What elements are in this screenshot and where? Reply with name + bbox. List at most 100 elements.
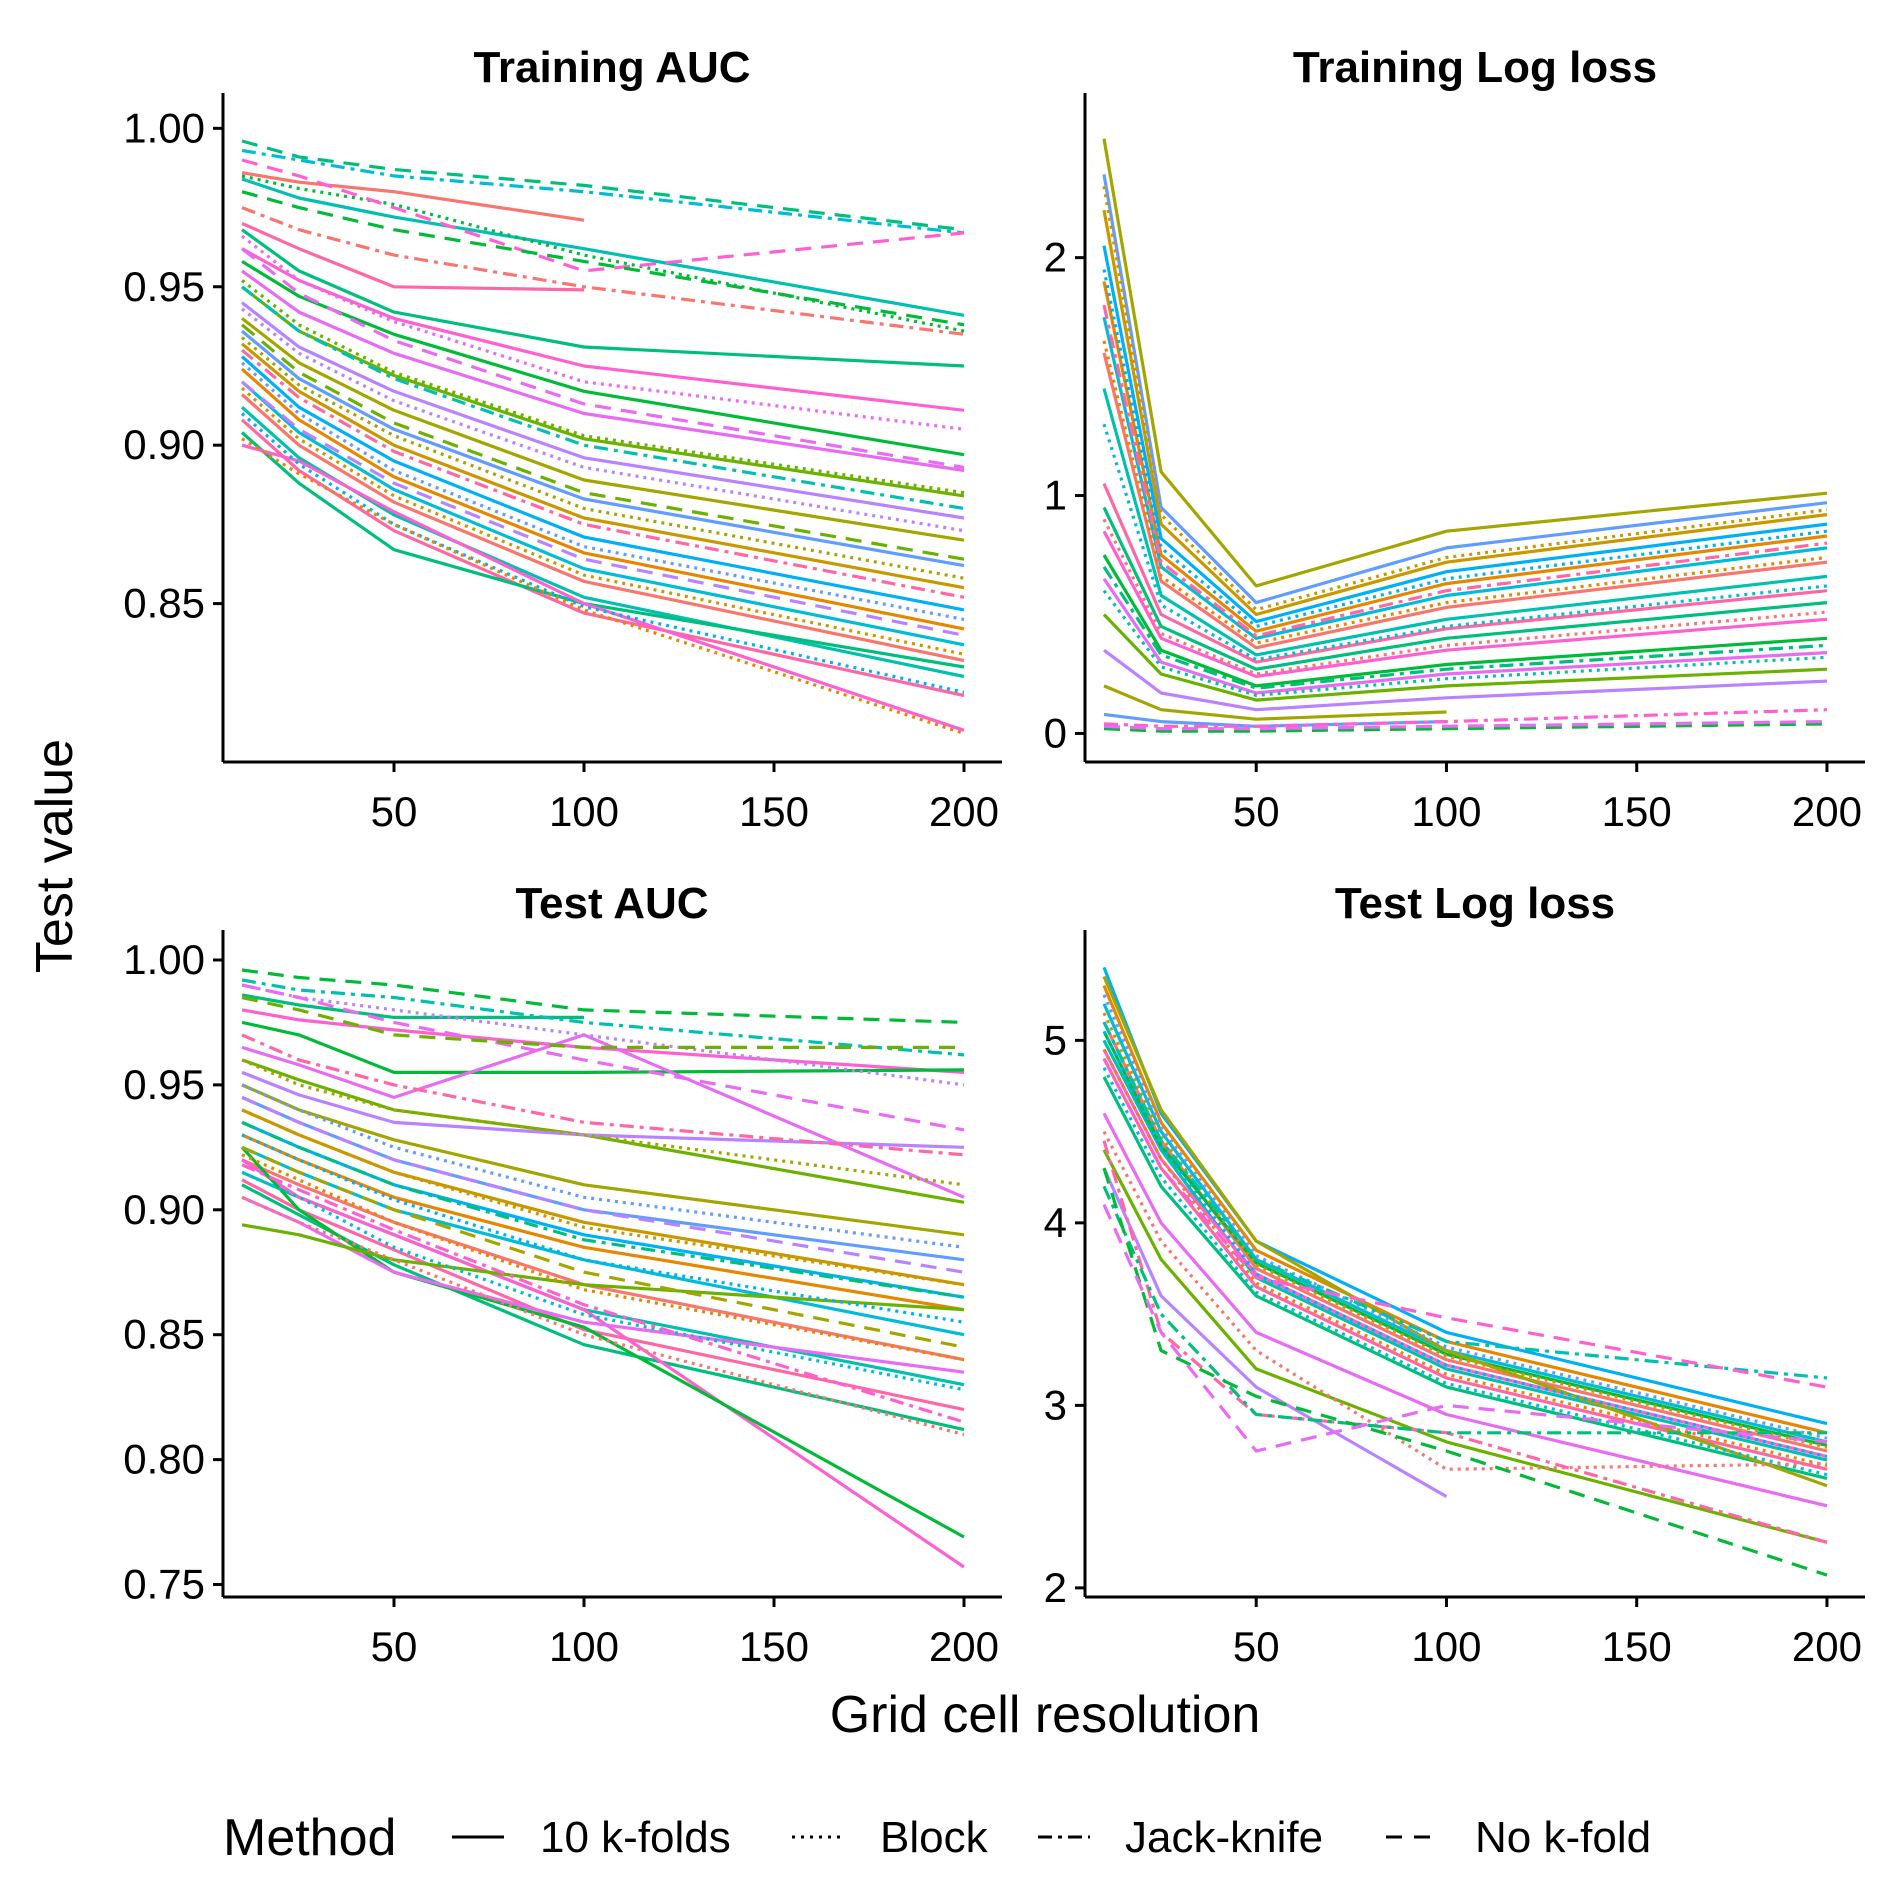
series-line-10-k-folds: [1102, 506, 1828, 671]
series-line-jack-knife: [1103, 708, 1828, 728]
series-line-10-k-folds: [241, 1033, 965, 1199]
series-line-block: [241, 1195, 965, 1437]
y-tick-label: 0.90: [123, 421, 205, 468]
legend-label-jack-knife: Jack-knife: [1125, 1813, 1323, 1862]
panel-test-auc: Test AUC 50 100 150 200 0.75 0.80 0.85 0.90 0.95 1…: [123, 879, 1002, 1670]
legend-title: Method: [223, 1809, 396, 1867]
series-line-10-k-folds: [240, 355, 965, 612]
x-tick-label: 150: [1602, 788, 1672, 835]
series-line-10-k-folds: [240, 431, 965, 669]
series-line-10-k-folds: [241, 317, 965, 542]
series-line-10-k-folds: [241, 228, 965, 368]
series-line-no-k-fold: [241, 158, 965, 273]
y-tick-label: 0.80: [123, 1436, 205, 1483]
series-line-10-k-folds: [241, 1070, 965, 1149]
y-tick-label: 1.00: [123, 936, 205, 983]
series-line-10-k-folds: [1102, 554, 1828, 688]
series-line-10-k-folds: [241, 285, 965, 498]
series-line-block: [241, 307, 965, 533]
series-line-no-k-fold: [1103, 720, 1828, 731]
series-line-block: [1102, 1130, 1828, 1471]
series-line-10-k-folds: [241, 1008, 965, 1074]
series-line-block: [240, 336, 965, 580]
series-line-no-k-fold: [241, 983, 965, 1132]
series-line-10-k-folds: [241, 269, 965, 473]
x-tick-label: 150: [739, 1623, 809, 1670]
series-line-10-k-folds: [241, 1133, 965, 1312]
y-tick-label: 5: [1044, 1016, 1067, 1063]
series-line-10-k-folds: [241, 1223, 965, 1312]
series-line-no-k-fold: [241, 139, 965, 232]
series-line-block: [1102, 340, 1828, 645]
series-line-10-k-folds: [241, 221, 585, 292]
series-line-block: [1102, 589, 1828, 697]
series-line-no-k-fold: [1102, 1203, 1828, 1453]
series-line-10-k-folds: [240, 380, 965, 647]
series-line-10-k-folds: [241, 301, 965, 520]
series-line-block: [241, 174, 965, 333]
x-tick-label: 50: [1233, 1623, 1280, 1670]
series-line-no-k-fold: [1103, 722, 1828, 733]
x-tick-label: 200: [929, 788, 999, 835]
y-tick-label: 2: [1044, 234, 1067, 281]
series-line-10-k-folds: [1102, 577, 1828, 695]
series-line-jack-knife: [1102, 1021, 1828, 1380]
series-lines: [240, 968, 965, 1569]
panel-test-log-loss: Test Log loss 50 100 150 200 2 3 4 5: [1044, 879, 1865, 1670]
series-line-10-k-folds: [241, 1183, 965, 1432]
panel-title: Training AUC: [473, 43, 750, 92]
series-line-jack-knife: [241, 978, 965, 1057]
series-line-10-k-folds: [1103, 648, 1828, 712]
series-line-10-k-folds: [241, 177, 965, 317]
y-tick-label: 4: [1044, 1199, 1067, 1246]
series-line-no-k-fold: [241, 247, 965, 469]
x-tick-label: 200: [1792, 788, 1862, 835]
x-tick-label: 100: [1411, 788, 1481, 835]
panel-title: Test AUC: [515, 879, 708, 928]
series-line-10-k-folds: [1102, 613, 1828, 702]
series-line-block: [241, 1133, 965, 1324]
series-line-block: [241, 1083, 965, 1249]
series-line-jack-knife: [241, 1120, 965, 1299]
y-tick-label: 0.75: [123, 1561, 205, 1608]
series-line-10-k-folds: [1102, 984, 1828, 1435]
y-tick-label: 1: [1044, 472, 1067, 519]
y-tick-label: 3: [1044, 1381, 1067, 1428]
x-tick-label: 200: [929, 1623, 999, 1670]
series-line-10-k-folds: [1102, 530, 1828, 678]
x-tick-label: 50: [1233, 788, 1280, 835]
series-line-10-k-folds: [240, 342, 965, 590]
series-line-no-k-fold: [241, 1145, 965, 1349]
x-tick-label: 150: [739, 788, 809, 835]
legend-label-block: Block: [880, 1813, 989, 1862]
series-lines: [1102, 966, 1828, 1577]
series-line-block: [241, 1153, 965, 1362]
y-tick-label: 0.85: [123, 1311, 205, 1358]
y-tick-label: 0.95: [123, 263, 205, 310]
series-line-block: [240, 412, 965, 694]
series-line-block: [1102, 1048, 1828, 1468]
series-line-10-k-folds: [1102, 209, 1828, 617]
series-line-10-k-folds: [1102, 352, 1828, 650]
series-line-10-k-folds: [241, 247, 965, 412]
series-line-no-k-fold: [1102, 1167, 1828, 1577]
y-tick-label: 0: [1044, 709, 1067, 756]
series-line-10-k-folds: [241, 260, 965, 457]
series-line-block: [1102, 186, 1828, 612]
x-tick-label: 100: [549, 1623, 619, 1670]
series-line-block: [241, 1170, 965, 1392]
series-line-10-k-folds: [1102, 1112, 1828, 1508]
y-tick-label: 1.00: [123, 104, 205, 151]
x-tick-label: 100: [1411, 1623, 1481, 1670]
series-line-block: [241, 1108, 965, 1287]
y-tick-label: 0.95: [123, 1061, 205, 1108]
series-lines: [1102, 138, 1828, 733]
series-line-10-k-folds: [241, 443, 965, 732]
panel-title: Test Log loss: [1335, 879, 1615, 928]
legend-label-10-k-folds: 10 k-folds: [540, 1813, 731, 1862]
series-line-10-k-folds: [240, 418, 965, 698]
series-line-10-k-folds: [1102, 1149, 1828, 1544]
series-line-10-k-folds: [240, 393, 965, 663]
